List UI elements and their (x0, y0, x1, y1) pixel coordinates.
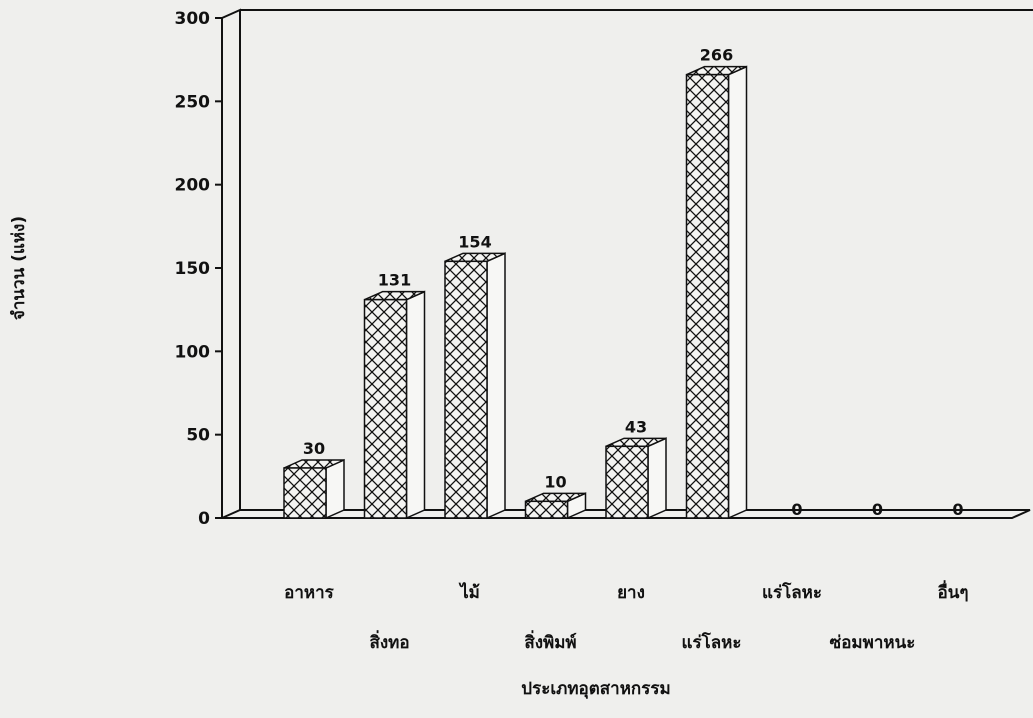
y-tick-label: 0 (198, 509, 210, 529)
x-category-label: สิ่งทอ (369, 630, 409, 653)
x-category-label: แร่โลหะ (682, 632, 742, 653)
data-label: 30 (303, 439, 325, 458)
y-axis-wall (221, 8, 241, 518)
bar (444, 260, 488, 519)
bar-side (405, 290, 426, 520)
data-label: 154 (458, 232, 491, 251)
x-category-label: ซ่อมพาหนะ (830, 633, 916, 653)
y-tick-label: 50 (186, 426, 210, 446)
bar (685, 73, 730, 519)
x-category-label: ยาง (617, 583, 645, 603)
x-axis-floor (221, 509, 1031, 519)
data-label: 0 (791, 500, 802, 519)
bar-side (727, 65, 748, 520)
y-tick-label: 100 (175, 342, 211, 362)
bars (283, 65, 748, 520)
data-label: 266 (700, 46, 733, 65)
bar-side (486, 252, 506, 520)
bar-side (325, 458, 345, 520)
y-tick-label: 250 (175, 92, 211, 112)
x-category-label: อาหาร (284, 583, 335, 603)
data-label: 43 (625, 417, 647, 436)
data-label: 0 (872, 500, 883, 519)
bar (363, 298, 408, 519)
bar (524, 500, 569, 519)
y-tick-label: 200 (175, 176, 211, 196)
bar (605, 445, 649, 519)
y-axis-title: จำนวน (แห่ง) (9, 216, 29, 320)
x-category-label: สิ่งพิมพ์ (524, 630, 576, 653)
axes (215, 8, 1033, 519)
data-label: 0 (952, 500, 963, 519)
x-category-label: แร่โลหะ (762, 582, 822, 603)
x-category-label: ไม้ (458, 582, 480, 603)
y-tick-label: 150 (175, 259, 211, 279)
bar-side (647, 437, 667, 520)
x-axis-title: ประเภทอุตสาหกรรม (521, 679, 670, 699)
x-category-label: อื่นๆ (938, 580, 969, 603)
data-label: 10 (544, 472, 566, 491)
bar (283, 467, 327, 519)
data-label: 131 (378, 271, 411, 290)
y-tick-label: 300 (175, 9, 211, 29)
